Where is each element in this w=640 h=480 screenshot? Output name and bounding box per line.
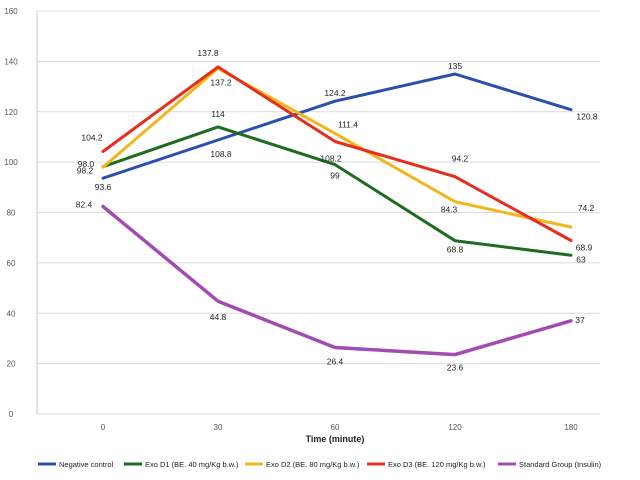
data-label: 74.2 (578, 203, 595, 213)
data-label: 137.2 (210, 77, 232, 87)
y-tick-label: 80 (7, 209, 16, 218)
y-axis-ticks: 0 20 40 60 80 100 120 140 160 (4, 7, 18, 419)
y-tick-label: 100 (4, 158, 18, 167)
data-label: 23.6 (447, 363, 464, 373)
x-tick-label: 120 (448, 423, 462, 432)
data-label: 99 (330, 171, 340, 181)
y-tick-label: 120 (4, 108, 18, 117)
data-label: 111.4 (338, 119, 358, 129)
data-label: 98.2 (77, 166, 94, 176)
series-line-4 (101, 65, 573, 242)
data-label: 124.2 (324, 88, 346, 98)
legend-label: Negative control (59, 460, 114, 469)
data-label: 108.8 (210, 149, 232, 159)
data-labels: 93.6 108.8 124.2 135 120.8 98.2 114 99 68.8 63 98.… (76, 48, 598, 373)
data-label: 82.4 (76, 199, 93, 209)
legend-label: Exo D2 (BE. 80 mg/Kg b.w.) (266, 460, 360, 469)
data-label: 84.3 (441, 205, 458, 215)
data-label: 104.2 (81, 133, 103, 143)
x-tick-label: 30 (214, 423, 223, 432)
legend-label: Exo D1 (BE. 40 mg/Kg b.w.) (145, 460, 239, 469)
data-label: 44.8 (210, 312, 227, 322)
x-tick-label: 0 (101, 423, 106, 432)
y-tick-label: 40 (7, 309, 16, 318)
legend-label: Exo D3 (BE. 120 mg/Kg b.w.) (388, 460, 486, 469)
series-lines (101, 65, 573, 357)
data-label: 26.4 (327, 357, 344, 367)
data-label: 135 (448, 61, 462, 71)
y-tick-label: 60 (7, 259, 16, 268)
x-axis-ticks: 0 30 60 120 180 (101, 423, 578, 432)
y-tick-label: 20 (7, 360, 16, 369)
series-line-3 (101, 66, 573, 229)
grid-lines (36, 10, 600, 415)
legend: Negative control Exo D1 (BE. 40 mg/Kg b.w… (38, 460, 602, 469)
data-label: 94.2 (452, 154, 469, 164)
series-line-5 (101, 204, 573, 357)
series-line-2 (101, 125, 573, 257)
series-line-1 (101, 72, 573, 180)
data-label: 68.9 (576, 242, 593, 252)
data-label: 108.2 (320, 153, 342, 163)
y-tick-label: 140 (4, 57, 18, 66)
data-label: 114 (211, 109, 225, 119)
data-label: 120.8 (576, 112, 598, 122)
x-tick-label: 60 (331, 423, 340, 432)
legend-label: Standard Group (Insulin) (519, 460, 602, 469)
x-tick-label: 180 (564, 423, 578, 432)
y-tick-label: 0 (9, 410, 14, 419)
x-axis-title: Time (minute) (306, 434, 365, 444)
data-label: 98.0 (78, 159, 95, 169)
data-label: 63 (576, 254, 586, 264)
data-label: 137.8 (197, 48, 219, 58)
data-label: 37 (575, 315, 585, 325)
data-label: 93.6 (95, 182, 112, 192)
data-label: 68.8 (447, 245, 464, 255)
y-tick-label: 160 (4, 7, 18, 16)
